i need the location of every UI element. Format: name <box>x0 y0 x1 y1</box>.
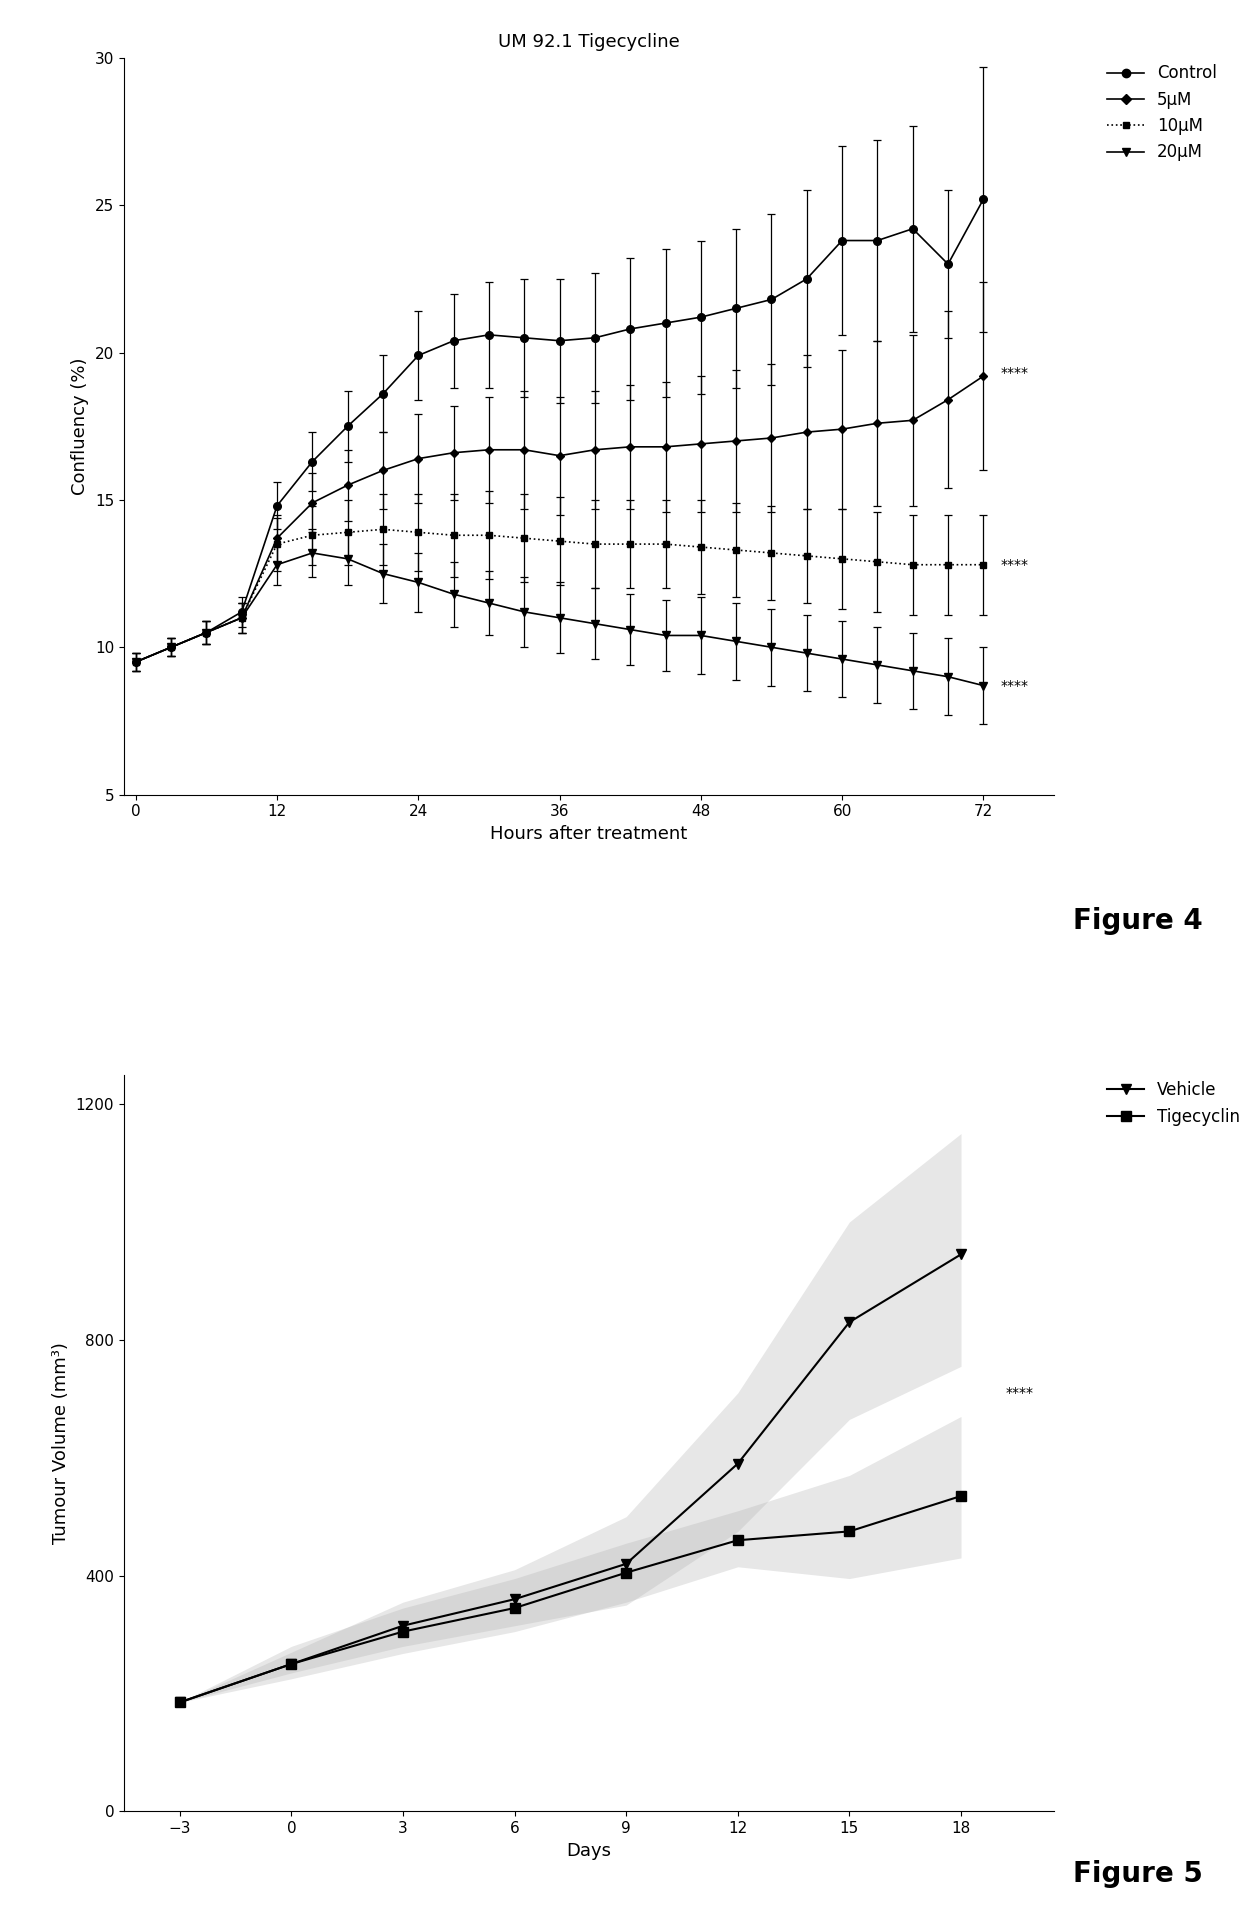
Legend: Control, 5μM, 10μM, 20μM: Control, 5μM, 10μM, 20μM <box>1101 58 1224 168</box>
Text: Figure 5: Figure 5 <box>1073 1860 1203 1888</box>
Text: ****: **** <box>1001 557 1029 572</box>
Text: Figure 4: Figure 4 <box>1073 906 1203 935</box>
Text: ****: **** <box>1006 1386 1034 1399</box>
Text: ****: **** <box>1001 678 1029 692</box>
Y-axis label: Confluency (%): Confluency (%) <box>72 356 89 495</box>
Y-axis label: Tumour Volume (mm³): Tumour Volume (mm³) <box>52 1341 71 1544</box>
Text: ****: **** <box>1001 366 1029 380</box>
X-axis label: Days: Days <box>567 1842 611 1860</box>
X-axis label: Hours after treatment: Hours after treatment <box>490 825 688 842</box>
Legend: Vehicle, Tigecycline: Vehicle, Tigecycline <box>1101 1075 1240 1133</box>
Title: UM 92.1 Tigecycline: UM 92.1 Tigecycline <box>498 33 680 50</box>
